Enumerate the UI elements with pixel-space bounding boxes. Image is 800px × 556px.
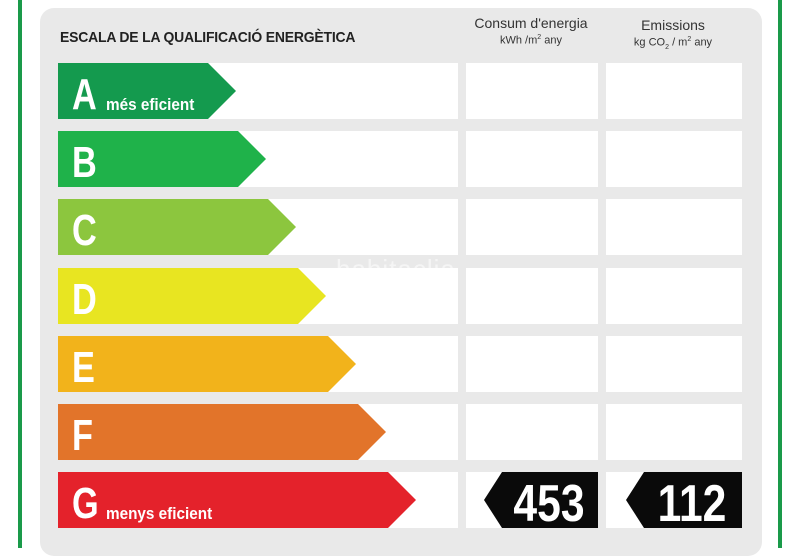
rating-arrow-shape-d (58, 268, 326, 324)
rating-arrow-d: D (58, 268, 326, 324)
watermark: habitaclia (336, 254, 456, 284)
emissions-cell-f (606, 404, 742, 460)
consum-value-text: 453 (513, 475, 584, 533)
emissions-value-box: 112 (626, 472, 742, 533)
rating-caption-a: més eficient (106, 95, 195, 114)
consum-label: Consum d'energia (474, 15, 588, 31)
label-title: ESCALA DE LA QUALIFICACIÓ ENERGÈTICA (60, 29, 356, 46)
consum-cell-c (466, 199, 598, 255)
emissions-value-text: 112 (658, 475, 727, 533)
rating-letter-g: G (72, 479, 99, 528)
rating-arrow-shape-f (58, 404, 386, 460)
consum-cell-b (466, 131, 598, 187)
consum-unit: kWh /m2 any (500, 34, 562, 47)
rating-arrow-shape-a (58, 63, 236, 119)
rating-letter-b: B (72, 138, 97, 187)
emissions-cell-c (606, 199, 742, 255)
rating-arrow-b: B (58, 131, 266, 187)
rating-letter-a: A (72, 70, 97, 119)
emissions-unit: kg CO2 / m2 any (633, 36, 713, 51)
emissions-cell-a (606, 63, 742, 119)
rating-letter-e: E (72, 343, 95, 392)
rating-arrow-shape-e (58, 336, 356, 392)
rating-letter-d: D (72, 275, 97, 324)
rating-arrow-shape-g (58, 472, 416, 528)
rating-arrow-shape-b (58, 131, 266, 187)
rating-arrow-f: F (58, 404, 386, 460)
rating-arrow-shape-c (58, 199, 296, 255)
consum-cell-a (466, 63, 598, 119)
rating-arrow-e: E (58, 336, 356, 392)
rating-caption-g: menys eficient (106, 504, 213, 523)
rating-letter-c: C (72, 206, 97, 255)
emissions-cell-e (606, 336, 742, 392)
emissions-label: Emissions (641, 17, 705, 33)
emissions-cell-d (606, 268, 742, 324)
emissions-header: Emissions kg CO2 / m2 any (604, 17, 742, 51)
rating-letter-f: F (72, 411, 93, 460)
consum-header: Consum d'energia kWh /m2 any (464, 15, 598, 47)
consum-cell-f (466, 404, 598, 460)
emissions-cell-b (606, 131, 742, 187)
rating-arrow-c: C (58, 199, 296, 255)
frame-left-border (18, 0, 22, 548)
frame-right-border (778, 0, 782, 548)
consum-cell-d (466, 268, 598, 324)
consum-cell-e (466, 336, 598, 392)
consum-value-box: 453 (484, 472, 598, 533)
